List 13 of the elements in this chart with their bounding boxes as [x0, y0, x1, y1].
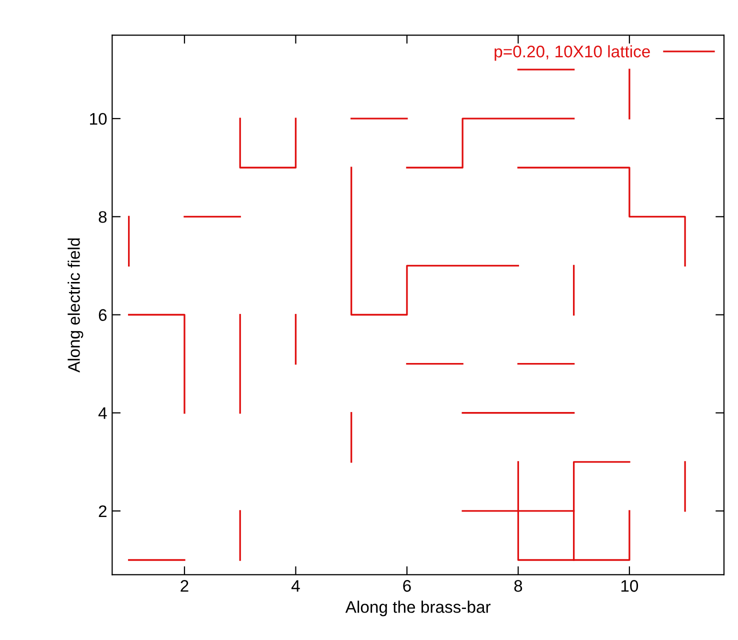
y-axis-title: Along electric field [68, 238, 84, 373]
x-tick-label: 8 [514, 580, 522, 592]
y-tick-label: 6 [98, 309, 107, 321]
x-tick-label: 10 [621, 580, 638, 592]
y-tick-label: 4 [98, 407, 107, 419]
x-axis-title: Along the brass-bar [345, 600, 491, 616]
x-tick-label: 6 [403, 580, 411, 592]
y-tick-label: 2 [98, 505, 106, 517]
y-tick-label: 10 [90, 112, 107, 125]
legend-label: p=0.20, 10X10 lattice [494, 45, 650, 61]
y-tick-label: 8 [98, 211, 107, 223]
x-tick-label: 2 [180, 580, 188, 592]
x-tick-label: 4 [291, 580, 300, 592]
